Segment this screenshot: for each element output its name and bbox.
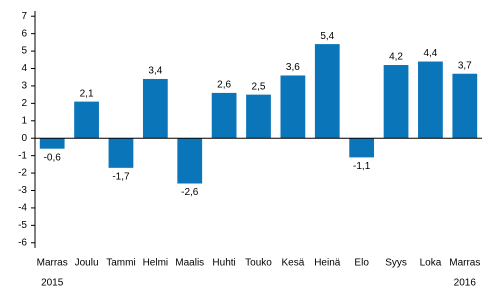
x-tick-label: Syys <box>385 258 407 269</box>
bar <box>452 73 478 139</box>
y-tick-label: 1 <box>21 115 27 126</box>
x-tick-label: Maalis <box>175 258 204 269</box>
y-tick-label: 2 <box>21 98 27 109</box>
x-tick-label: Elo <box>354 258 369 269</box>
bar <box>246 94 271 139</box>
value-label: 3,4 <box>148 66 162 77</box>
x-sublabel: 2016 <box>454 278 477 289</box>
value-label: -1,1 <box>353 161 371 172</box>
y-tick-label: 7 <box>21 11 27 22</box>
value-label: 4,2 <box>389 52 403 63</box>
value-label: 4,4 <box>423 48 437 59</box>
value-label: 5,4 <box>320 31 334 42</box>
bar <box>383 65 409 139</box>
x-tick-label: Kesä <box>281 258 304 269</box>
y-tick-label: -4 <box>18 203 27 214</box>
x-tick-label: Marras <box>449 258 480 269</box>
x-tick-label: Joulu <box>75 258 99 269</box>
value-label: 2,5 <box>252 81 266 92</box>
bar <box>349 138 375 158</box>
y-tick-label: -5 <box>18 220 27 231</box>
y-tick-label: 6 <box>21 28 27 39</box>
value-label: 2,6 <box>217 80 231 91</box>
bar <box>74 101 99 139</box>
y-tick-label: -3 <box>18 185 27 196</box>
y-tick-label: 3 <box>21 81 27 92</box>
x-sublabel: 2015 <box>41 278 64 289</box>
bar <box>314 44 340 139</box>
bar <box>108 138 134 168</box>
bar <box>280 75 306 139</box>
x-tick-label: Marras <box>37 258 68 269</box>
y-tick-label: -1 <box>18 150 27 161</box>
bar <box>211 92 237 139</box>
y-tick-label: 0 <box>21 133 27 144</box>
value-label: 3,6 <box>286 62 300 73</box>
x-tick-label: Loka <box>420 258 442 269</box>
value-label: -1,7 <box>112 171 130 182</box>
bar <box>418 61 443 139</box>
y-tick-label: -2 <box>18 168 27 179</box>
x-tick-label: Tammi <box>106 258 135 269</box>
value-label: 2,1 <box>80 88 94 99</box>
bar <box>177 138 203 184</box>
x-tick-label: Heinä <box>314 258 341 269</box>
y-tick-label: -6 <box>18 237 27 248</box>
y-tick-label: 5 <box>21 46 27 57</box>
value-label: 3,7 <box>458 60 472 71</box>
y-tick-label: 4 <box>21 63 27 74</box>
x-tick-label: Huhti <box>212 258 235 269</box>
x-tick-label: Touko <box>245 258 272 269</box>
bar <box>142 78 168 139</box>
value-label: -0,6 <box>44 152 62 163</box>
value-label: -2,6 <box>181 187 199 198</box>
bar <box>39 138 65 149</box>
x-tick-label: Helmi <box>143 258 169 269</box>
